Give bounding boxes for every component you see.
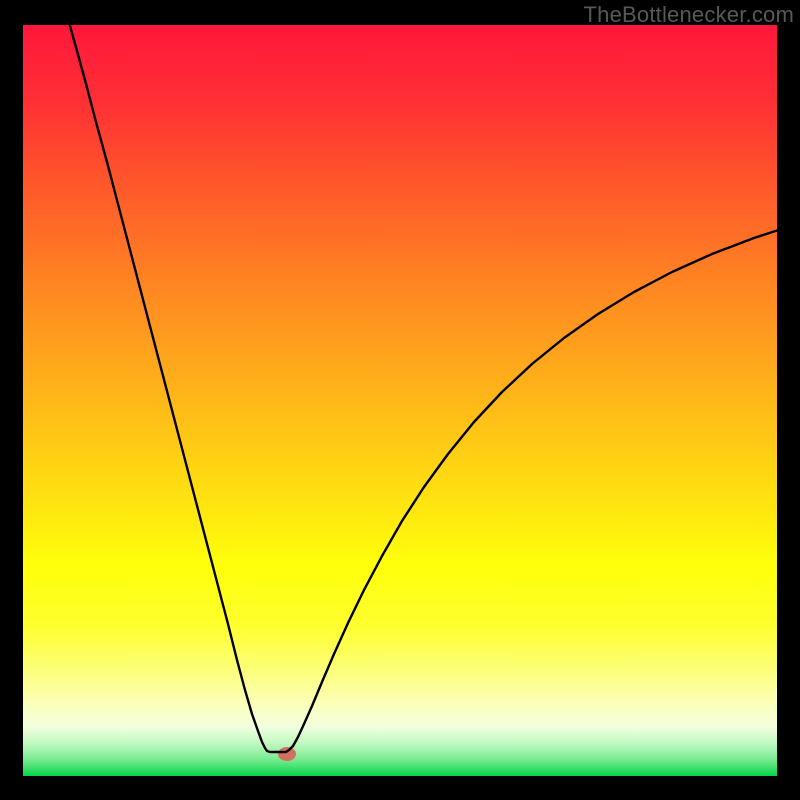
plot-area — [23, 25, 777, 776]
chart-frame: TheBottlenecker.com — [0, 0, 800, 800]
watermark-text: TheBottlenecker.com — [584, 2, 794, 28]
